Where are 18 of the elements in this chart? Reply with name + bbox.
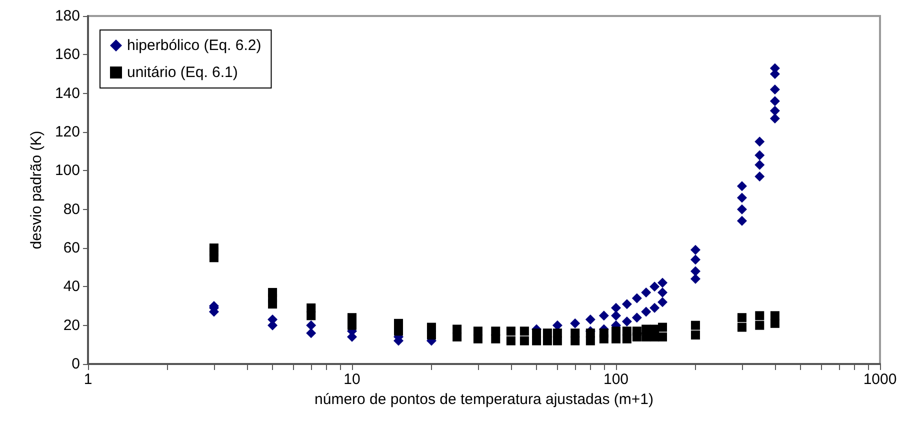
y-tick-label: 20 <box>63 316 80 334</box>
legend-label: hiperbólico (Eq. 6.2) <box>127 37 262 54</box>
x-tick-label: 100 <box>603 371 629 388</box>
y-tick-label: 60 <box>63 240 80 256</box>
y-tick-label: 140 <box>54 84 80 102</box>
y-tick-label: 120 <box>54 124 80 140</box>
y-tick-label: 180 <box>54 8 80 24</box>
y-tick-label: 40 <box>63 278 80 296</box>
x-tick-label: 10 <box>344 371 360 388</box>
x-tick-label: 1000 <box>863 371 897 388</box>
y-tick-label: 100 <box>54 162 80 180</box>
legend-label: unitário (Eq. 6.1) <box>127 64 238 81</box>
y-tick-label: 0 <box>72 356 80 372</box>
x-axis-title: número de pontos de temperatura ajustadas (m+1) <box>314 391 654 408</box>
y-tick-label: 80 <box>63 200 80 218</box>
y-axis-title: desvio padrão (K) <box>28 130 46 250</box>
x-tick-label: 1 <box>84 371 92 388</box>
y-tick-label: 160 <box>54 46 80 64</box>
